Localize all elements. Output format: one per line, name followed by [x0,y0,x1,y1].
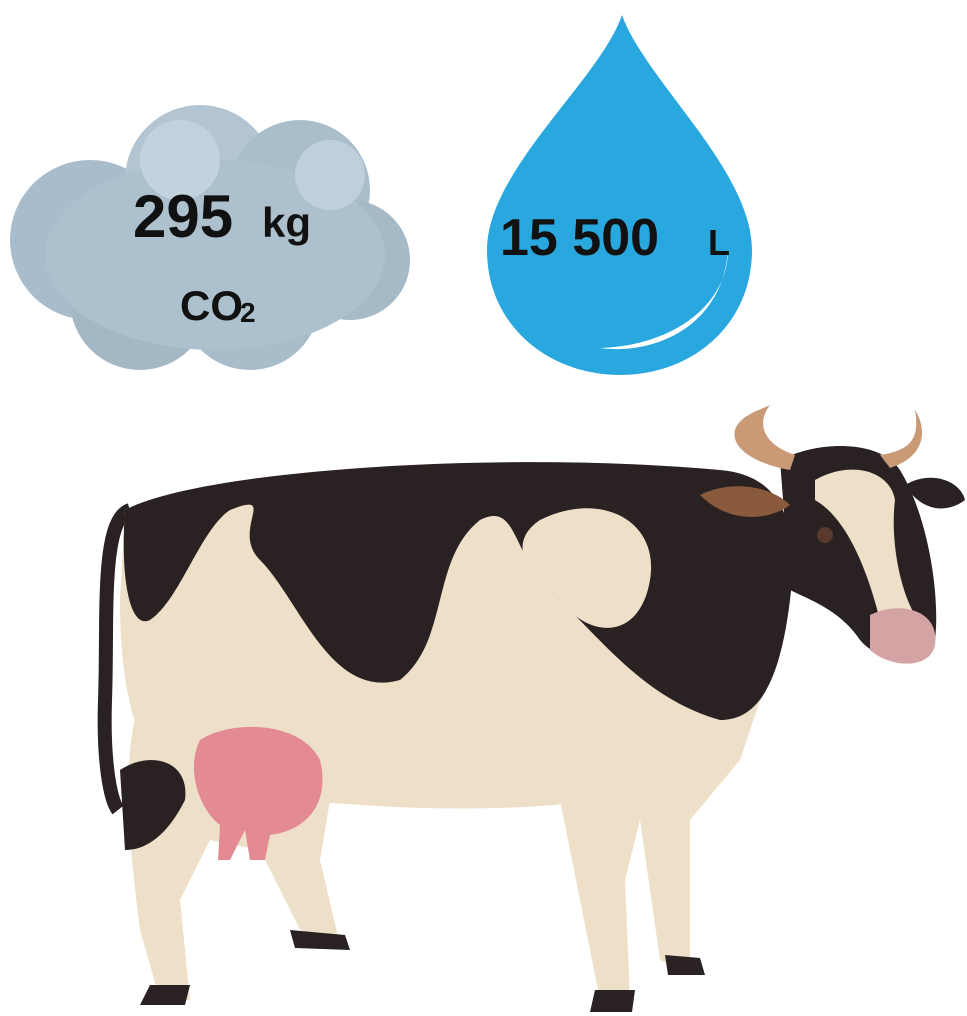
page: 295 kg CO 2 15 500 L (() => { const data… [0,0,967,1016]
water-drop [487,15,752,375]
cow [105,405,965,1012]
co2-subscript: 2 [240,297,256,328]
co2-gas: CO [180,282,243,329]
co2-unit: kg [262,199,311,246]
infographic: 295 kg CO 2 15 500 L [0,0,967,1016]
water-amount: 15 500 [500,209,659,267]
water-unit: L [708,222,730,263]
co2-amount: 295 [133,183,233,250]
